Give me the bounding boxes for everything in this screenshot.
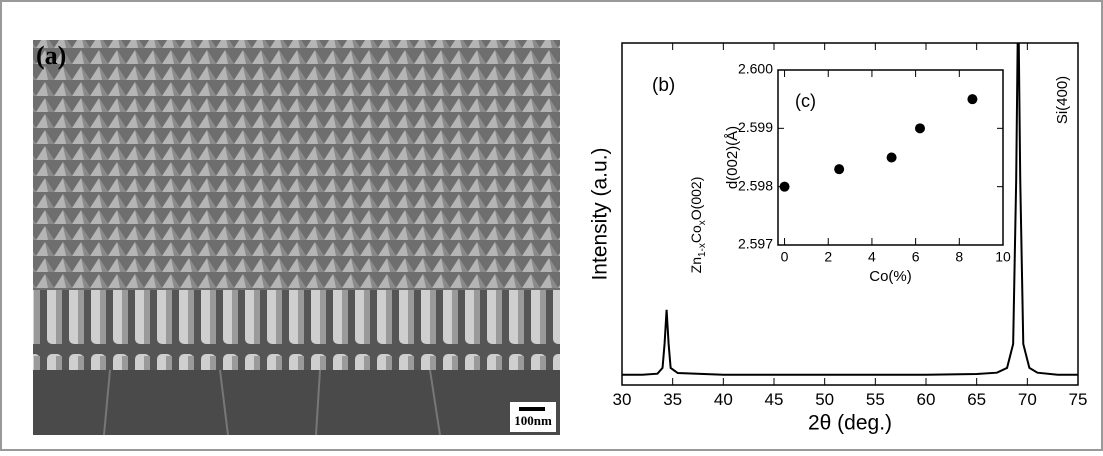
data-point <box>834 164 845 175</box>
x-axis-label: Co(%) <box>869 268 912 285</box>
y-tick-label: 2.600 <box>738 61 773 77</box>
scale-bar-label: 100nm <box>514 413 552 428</box>
y-tick-label: 2.599 <box>738 119 773 135</box>
y-tick-label: 2.598 <box>738 177 773 193</box>
y-axis-label: Intensity (a.u.) <box>589 147 612 280</box>
x-tick-label: 35 <box>663 390 682 409</box>
panel-label: (b) <box>652 75 675 96</box>
peak-annotation: Zn1-xCoxO(002) <box>688 177 708 274</box>
data-point <box>779 181 790 192</box>
x-tick-label: 40 <box>714 390 733 409</box>
panel-label: (c) <box>795 91 816 111</box>
x-tick-label: 60 <box>917 390 936 409</box>
data-point <box>886 152 897 163</box>
plot-frame <box>777 69 1004 246</box>
x-tick-label: 2 <box>824 248 832 264</box>
peak-annotation: Si(400) <box>1054 76 1071 124</box>
x-tick-label: 0 <box>781 248 789 264</box>
x-tick-label: 10 <box>995 248 1011 264</box>
x-tick-label: 4 <box>868 248 876 264</box>
x-tick-label: 45 <box>765 390 784 409</box>
peak-label-part: x <box>697 220 708 225</box>
sem-image <box>33 40 560 436</box>
peak-label-part: O(002) <box>688 177 704 221</box>
peak-label-part: 1-x <box>697 243 708 257</box>
data-point <box>967 94 978 105</box>
panel-label: (a) <box>36 41 66 70</box>
y-axis-label: d(002)(Å) <box>724 126 741 189</box>
x-axis-label: 2θ (deg.) <box>808 412 892 435</box>
x-tick-label: 30 <box>613 390 632 409</box>
x-tick-label: 6 <box>912 248 920 264</box>
peak-label-part: Co <box>688 225 704 243</box>
peak-label-part: Zn <box>688 257 704 273</box>
x-tick-label: 70 <box>1018 390 1037 409</box>
data-line <box>622 43 1078 376</box>
x-tick-label: 75 <box>1069 390 1088 409</box>
x-tick-label: 65 <box>967 390 986 409</box>
data-point <box>914 123 925 134</box>
y-tick-label: 2.597 <box>738 236 773 252</box>
x-tick-label: 50 <box>815 390 834 409</box>
x-tick-label: 8 <box>955 248 963 264</box>
x-tick-label: 55 <box>866 390 885 409</box>
plot-frame <box>621 42 1079 386</box>
